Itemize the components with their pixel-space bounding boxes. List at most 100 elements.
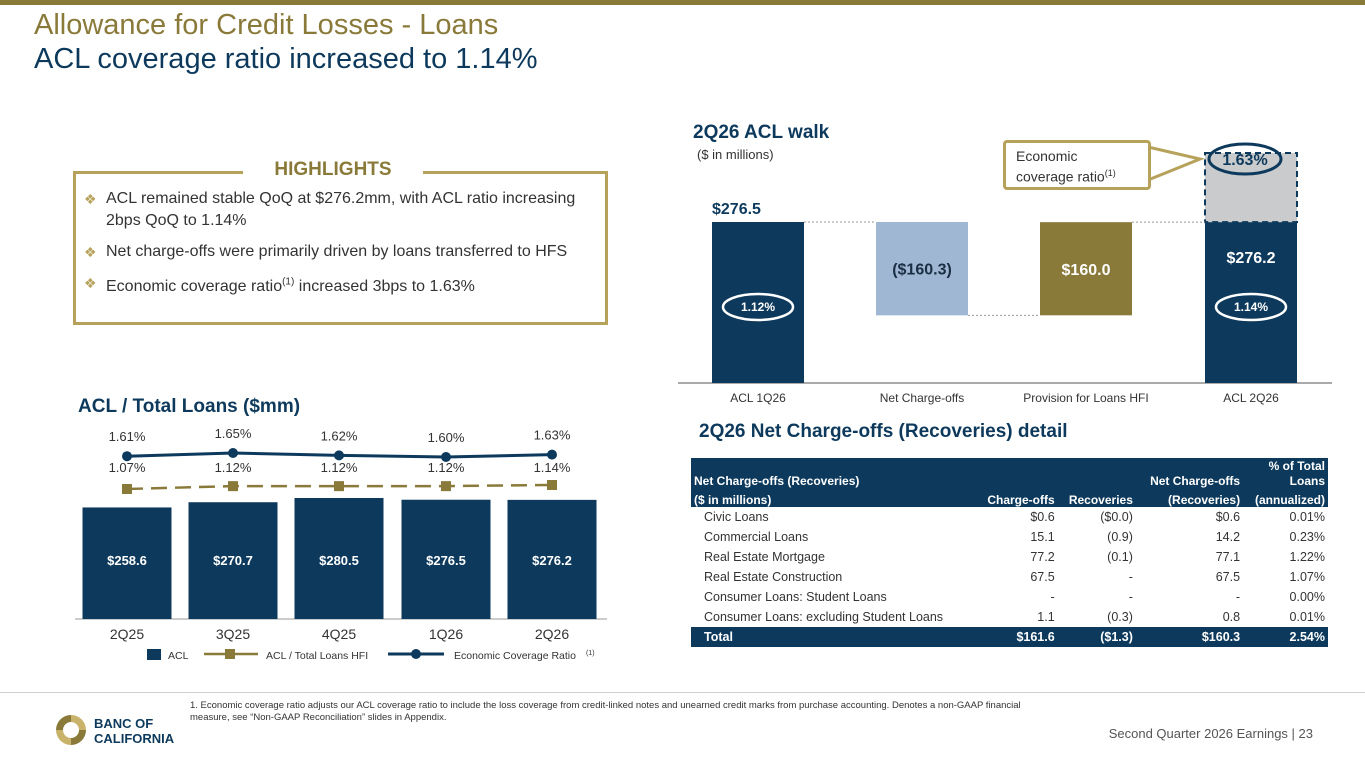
table-cell: 15.1 — [1030, 530, 1055, 544]
banc-of-california-logo-icon — [56, 715, 86, 745]
acl-bar — [294, 498, 384, 619]
economic-coverage-label: 1.62% — [321, 428, 358, 443]
table-cell: Consumer Loans: Student Loans — [704, 590, 887, 604]
hfi-ratio-label: 1.12% — [321, 460, 358, 475]
loans-category-label: 2Q25 — [110, 626, 144, 642]
table-cell: 0.00% — [1289, 590, 1325, 604]
walk-bar — [712, 222, 804, 383]
walk-bar — [1040, 222, 1132, 316]
table-cell: ($1.3) — [1057, 627, 1136, 647]
table-cell: - — [1128, 590, 1133, 604]
table-cell: 1.22% — [1289, 550, 1325, 564]
walk-value-label: ($160.3) — [892, 262, 952, 279]
legend-acl-swatch — [147, 649, 161, 660]
nco-header: Loans — [1243, 473, 1328, 488]
acl-ratio-label: 1.14% — [1234, 300, 1268, 314]
walk-value-label: $276.2 — [1227, 250, 1276, 267]
hfi-ratio-marker — [228, 481, 238, 492]
economic-coverage-marker — [334, 450, 344, 461]
acl-bar — [401, 499, 491, 619]
nco-table-body: Civic Loans $0.6 ($0.0) $0.6 0.01% Commercial… — [691, 507, 1328, 647]
hfi-ratio-label: 1.12% — [428, 460, 465, 475]
economic-coverage-label: 1.61% — [109, 429, 146, 444]
loans-category-label: 3Q25 — [216, 626, 250, 642]
economic-coverage-callout: Economic coverage ratio(1) — [1003, 140, 1151, 190]
walk-bar — [1205, 222, 1297, 383]
table-cell: - — [1128, 570, 1133, 584]
acl-bar-label: $258.6 — [107, 553, 147, 568]
highlight-item: ❖ Economic coverage ratio(1) increased 3b… — [84, 272, 594, 298]
walk-category-label: Provision for Loans HFI — [1023, 391, 1148, 405]
walk-bar-economic-extension — [1204, 152, 1298, 224]
economic-coverage-label: 1.60% — [428, 430, 465, 445]
table-cell: $0.6 — [1215, 510, 1241, 524]
hfi-ratio-marker — [334, 481, 344, 492]
diamond-bullet-icon: ❖ — [84, 244, 97, 260]
nco-header: Recoveries — [1057, 488, 1136, 507]
table-cell: 77.2 — [1030, 550, 1055, 564]
table-cell: (0.9) — [1107, 530, 1133, 544]
walk-category-label: ACL 1Q26 — [730, 391, 786, 405]
hfi-ratio-label: 1.14% — [534, 460, 571, 475]
walk-value-label: $276.5 — [712, 201, 761, 218]
walk-title: 2Q26 ACL walk — [693, 122, 830, 143]
callout-pointer — [1146, 145, 1205, 183]
economic-coverage-marker — [122, 451, 132, 462]
table-cell: 1.07% — [1289, 570, 1325, 584]
page-number: Second Quarter 2026 Earnings | 23 — [1108, 726, 1313, 741]
hfi-ratio-marker — [547, 480, 557, 490]
acl-walk-chart: ACL 1Q26 Net Charge-offs Provision for Loa… — [678, 142, 1332, 405]
table-cell: $161.6 — [975, 627, 1058, 647]
legend-ecr-footnote-ref: (1) — [586, 650, 595, 657]
table-cell: - — [1050, 590, 1055, 604]
nco-header: % of Total — [1243, 458, 1328, 473]
table-cell: (0.3) — [1107, 610, 1133, 624]
table-row: Civic Loans $0.6 ($0.0) $0.6 0.01% — [691, 507, 1328, 527]
walk-category-label: Net Charge-offs — [880, 391, 965, 405]
table-cell: 77.1 — [1215, 550, 1241, 564]
acl-bar-label: $276.2 — [532, 553, 572, 568]
acl-bar-label: $276.5 — [426, 553, 466, 568]
table-cell: ($0.0) — [1100, 510, 1133, 524]
table-total-row: Total $161.6 ($1.3) $160.3 2.54% — [691, 627, 1328, 647]
page-subtitle: ACL coverage ratio increased to 1.14% — [34, 43, 538, 75]
table-cell: 2.54% — [1243, 627, 1328, 647]
table-cell: Real Estate Mortgage — [704, 550, 825, 564]
acl-bar — [188, 502, 278, 619]
highlight-item: ❖ Net charge-offs were primarily driven b… — [84, 241, 594, 263]
acl-bar — [507, 499, 597, 619]
nco-header: Net Charge-offs (Recoveries) — [691, 473, 976, 488]
footer-divider — [0, 692, 1365, 693]
diamond-bullet-icon: ❖ — [84, 191, 97, 207]
economic-coverage-label: 1.65% — [215, 426, 252, 441]
walk-value-label: $160.0 — [1062, 262, 1111, 279]
table-cell: 1.1 — [1037, 610, 1055, 624]
loans-category-label: 2Q26 — [535, 626, 569, 642]
nco-table: % of Total Net Charge-offs (Recoveries) … — [691, 458, 1328, 647]
acl-ratio-oval — [721, 292, 795, 322]
loans-category-label: 1Q26 — [429, 626, 463, 642]
hfi-ratio-label: 1.07% — [109, 460, 146, 475]
table-cell: Civic Loans — [704, 510, 769, 524]
highlight-item: ❖ ACL remained stable QoQ at $276.2mm, wi… — [84, 190, 576, 229]
economic-coverage-marker — [228, 448, 238, 458]
table-row: Consumer Loans: Student Loans - - - 0.00% — [691, 587, 1328, 607]
brand-name: BANC OF CALIFORNIA — [94, 716, 175, 746]
hfi-ratio-label: 1.12% — [215, 460, 252, 475]
table-cell: 0.01% — [1289, 610, 1325, 624]
table-cell: 67.5 — [1215, 570, 1241, 584]
loans-chart-title: ACL / Total Loans ($mm) — [78, 396, 301, 417]
table-row: Consumer Loans: excluding Student Loans 1… — [691, 607, 1328, 627]
hfi-ratio-marker — [441, 481, 451, 492]
table-cell: $0.6 — [1030, 510, 1055, 524]
table-row: Commercial Loans 15.1 (0.9) 14.2 0.23% — [691, 527, 1328, 547]
acl-total-loans-chart: $258.6 2Q25 $270.7 3Q25 $280.5 4Q25 $276.5 1Q26… — [75, 426, 607, 662]
acl-bar — [82, 507, 172, 619]
economic-coverage-label: 1.63% — [534, 428, 571, 443]
nco-header: Net Charge-offs — [1135, 473, 1244, 488]
legend-ecr-label: Economic Coverage Ratio — [454, 650, 576, 662]
page-title: Allowance for Credit Losses - Loans — [34, 9, 499, 41]
table-cell: Commercial Loans — [704, 530, 809, 544]
highlights-list: ❖ ACL remained stable QoQ at $276.2mm, wi… — [84, 188, 594, 307]
nco-header: (annualized) — [1243, 488, 1328, 507]
